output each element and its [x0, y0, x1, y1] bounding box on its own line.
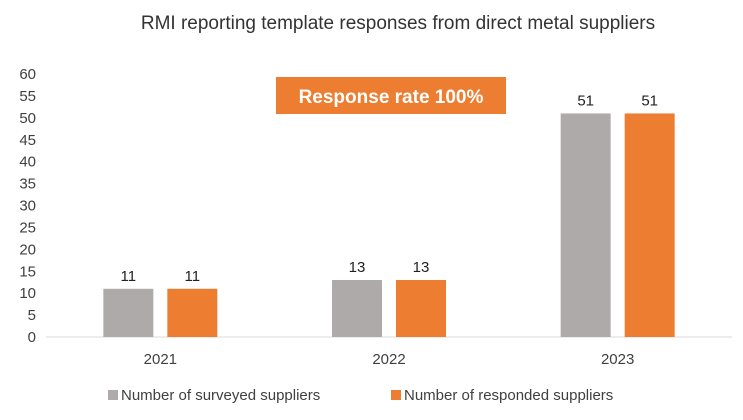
data-label: 11 [185, 268, 201, 285]
y-tick-label: 0 [28, 329, 36, 346]
legend: Number of surveyed suppliers Number of re… [108, 387, 613, 404]
legend-swatch [391, 390, 401, 400]
data-label: 51 [577, 92, 594, 109]
y-tick-label: 25 [19, 219, 36, 236]
y-tick-label: 5 [28, 307, 36, 324]
x-tick-label: 2021 [144, 351, 177, 368]
y-tick-label: 30 [19, 198, 36, 215]
x-tick-label: 2022 [372, 351, 405, 368]
bar-series: 11 11 13 13 51 51 [103, 92, 675, 337]
y-tick-label: 35 [19, 176, 36, 193]
y-tick-label: 20 [19, 241, 36, 258]
data-label: 13 [413, 259, 430, 276]
annotation-background [276, 77, 506, 114]
annotation-text: Response rate 100% [299, 87, 484, 108]
data-label: 11 [121, 268, 137, 285]
y-tick-label: 15 [19, 263, 36, 280]
legend-label: Number of responded suppliers [404, 387, 613, 404]
legend-swatch [108, 390, 118, 400]
chart-title: RMI reporting template responses from di… [141, 13, 655, 34]
data-label: 51 [641, 92, 658, 109]
y-tick-label: 40 [19, 154, 36, 171]
y-tick-label: 45 [19, 132, 36, 149]
y-tick-label: 60 [19, 66, 36, 83]
data-label: 13 [349, 259, 366, 276]
bar [332, 280, 382, 337]
x-tick-label: 2023 [601, 351, 634, 368]
annotation-box: Response rate 100% [276, 77, 506, 114]
legend-label: Number of surveyed suppliers [121, 387, 320, 404]
bar [560, 113, 611, 337]
bar [624, 113, 675, 337]
y-tick-label: 55 [19, 88, 36, 105]
bar [103, 288, 154, 337]
y-axis-ticks: 0 5 10 15 20 25 30 35 40 45 50 55 60 [19, 66, 36, 346]
y-tick-label: 10 [19, 285, 36, 302]
bar [396, 280, 446, 337]
x-axis-categories: 2021 2022 2023 [144, 351, 635, 368]
bar [167, 288, 218, 337]
y-tick-label: 50 [19, 110, 36, 127]
